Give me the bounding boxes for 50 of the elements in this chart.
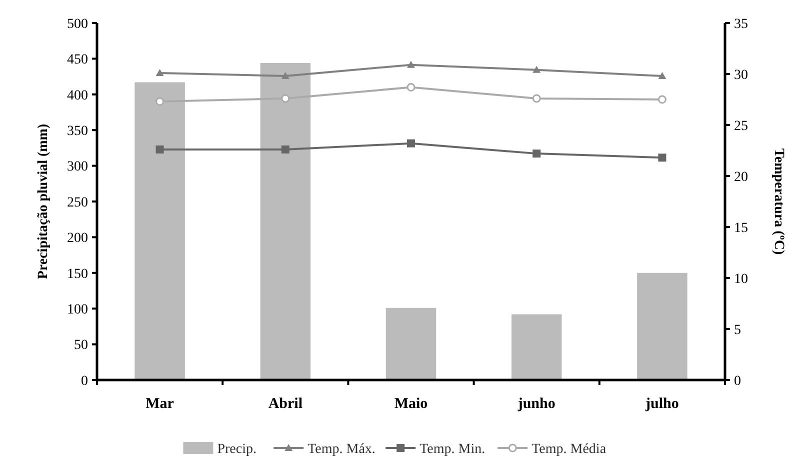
legend-label: Precip. [217,442,256,457]
y-tick-label: 400 [67,88,88,104]
legend-label: Temp. Média [532,442,607,457]
point [156,145,164,154]
bar [637,272,688,380]
legend-label: Temp. Máx. [308,442,376,457]
point [532,150,541,158]
point [156,97,164,106]
point [156,68,164,76]
y2-tick-label: 5 [734,322,741,338]
x-tick-label: julho [644,396,679,412]
point [407,60,415,68]
y2-tick-label: 20 [734,170,748,185]
y2-tick-label: 35 [734,16,748,32]
point [658,154,666,162]
y-axis-title: Precipitação pluvial (mm) [36,124,51,280]
x-tick-label: Maio [394,396,428,412]
y2-tick-label: 15 [734,220,748,236]
y-tick-label: 500 [67,16,88,32]
x-tick-label: Mar [146,396,174,412]
y-tick-label: 100 [67,302,88,318]
y-tick-label: 0 [81,374,88,389]
y-tick-label: 150 [67,266,88,282]
y-tick-label: 50 [74,338,88,354]
point [407,139,415,148]
y2-tick-label: 0 [734,374,741,389]
bar [134,82,185,380]
bar [386,308,436,380]
y2-tick-label: 25 [734,118,748,134]
y-tick-label: 350 [67,124,88,139]
y2-tick-label: 30 [734,68,748,83]
y-tick-label: 200 [67,231,88,246]
point [658,72,666,80]
y-tick-label: 250 [67,195,88,210]
y2-axis-title: Temperatura (ºC) [771,148,786,256]
point [532,66,541,73]
point [406,83,416,92]
x-tick-label: junho [516,396,556,412]
y2-tick-label: 10 [734,272,748,287]
bar [511,314,562,380]
point [281,94,290,103]
y-tick-label: 300 [67,160,88,175]
point [658,95,666,104]
point [281,72,290,80]
x-tick-label: Abril [268,396,302,412]
bar [260,62,311,380]
legend-label: Temp. Min. [420,442,486,457]
y-tick-label: 450 [67,52,88,68]
point [281,145,290,154]
point [532,94,541,103]
